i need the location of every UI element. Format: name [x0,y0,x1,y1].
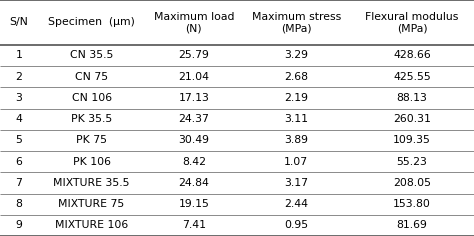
Text: S/N: S/N [9,17,28,27]
Text: 3.11: 3.11 [284,114,308,124]
Text: CN 35.5: CN 35.5 [70,51,113,60]
Text: Maximum stress
(MPa): Maximum stress (MPa) [252,12,341,33]
Text: 4: 4 [16,114,22,124]
Text: PK 106: PK 106 [73,157,110,167]
Text: 2.68: 2.68 [284,72,308,82]
Text: 3.89: 3.89 [284,135,308,145]
Text: 1.07: 1.07 [284,157,308,167]
Text: 88.13: 88.13 [397,93,428,103]
Text: Maximum load
(N): Maximum load (N) [154,12,234,33]
Text: PK 35.5: PK 35.5 [71,114,112,124]
Text: Specimen  (μm): Specimen (μm) [48,17,135,27]
Text: 8: 8 [16,199,22,209]
Text: CN 75: CN 75 [75,72,108,82]
Text: MIXTURE 106: MIXTURE 106 [55,220,128,230]
Text: 7.41: 7.41 [182,220,206,230]
Text: Flexural modulus
(MPa): Flexural modulus (MPa) [365,12,459,33]
Text: 21.04: 21.04 [178,72,210,82]
Text: 2: 2 [16,72,22,82]
Text: 425.55: 425.55 [393,72,431,82]
Text: 30.49: 30.49 [178,135,210,145]
Text: 24.37: 24.37 [179,114,210,124]
Text: 8.42: 8.42 [182,157,206,167]
Text: 7: 7 [16,178,22,188]
Text: 1: 1 [16,51,22,60]
Text: 260.31: 260.31 [393,114,431,124]
Text: 5: 5 [16,135,22,145]
Text: 55.23: 55.23 [397,157,428,167]
Text: 0.95: 0.95 [284,220,308,230]
Text: 2.44: 2.44 [284,199,308,209]
Text: 19.15: 19.15 [179,199,210,209]
Text: 2.19: 2.19 [284,93,308,103]
Text: 208.05: 208.05 [393,178,431,188]
Text: CN 106: CN 106 [72,93,112,103]
Text: 3.17: 3.17 [284,178,308,188]
Text: 3: 3 [16,93,22,103]
Text: 9: 9 [16,220,22,230]
Text: 25.79: 25.79 [179,51,210,60]
Text: 3.29: 3.29 [284,51,308,60]
Text: MIXTURE 75: MIXTURE 75 [58,199,125,209]
Text: MIXTURE 35.5: MIXTURE 35.5 [53,178,130,188]
Text: 428.66: 428.66 [393,51,431,60]
Text: PK 75: PK 75 [76,135,107,145]
Text: 6: 6 [16,157,22,167]
Text: 17.13: 17.13 [179,93,210,103]
Text: 153.80: 153.80 [393,199,431,209]
Text: 109.35: 109.35 [393,135,431,145]
Text: 24.84: 24.84 [179,178,210,188]
Text: 81.69: 81.69 [397,220,428,230]
